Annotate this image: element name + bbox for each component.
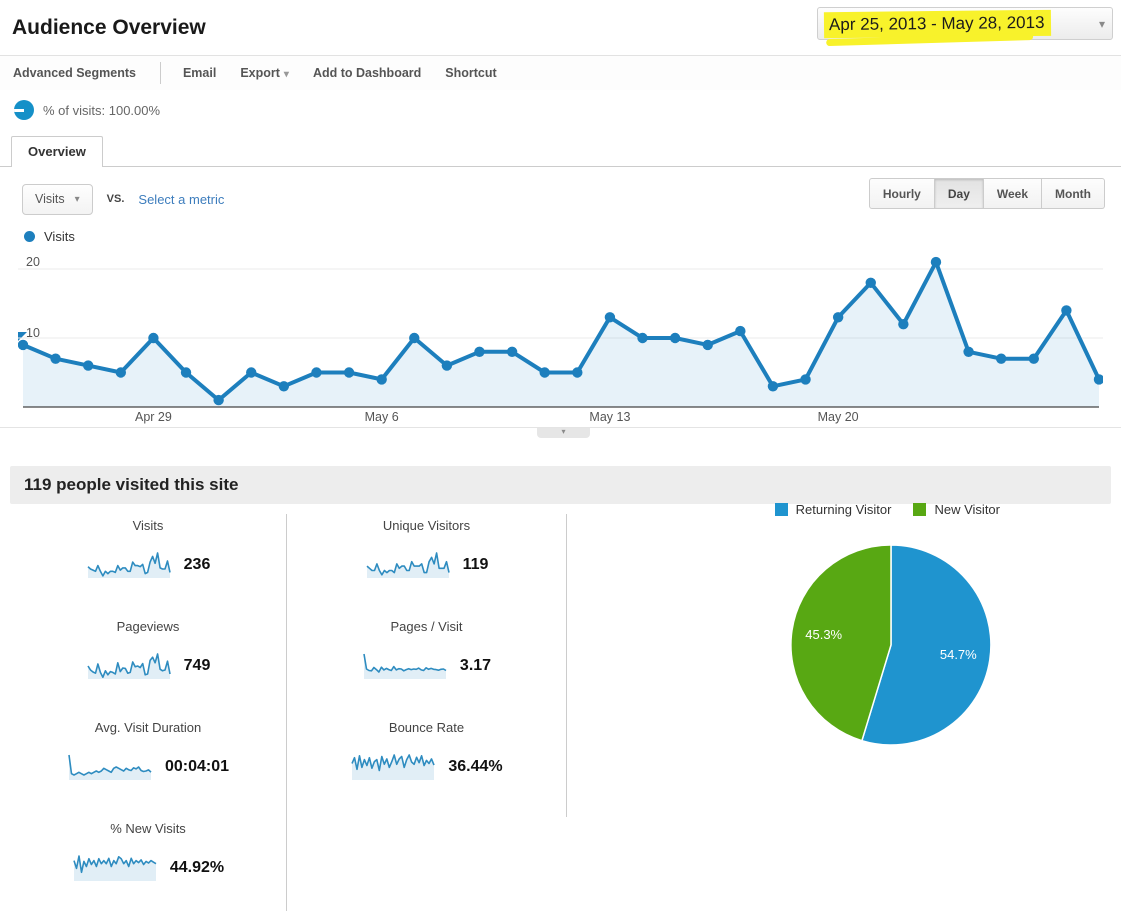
visits-line-chart[interactable]: 20 10 Apr 29 May 6 May 13 May 20 <box>0 249 1121 427</box>
segment-pie-icon <box>14 100 34 120</box>
chart-controls: Visits ▾ VS. Select a metric Hourly Day We… <box>0 167 1121 219</box>
metric-sparkline <box>68 754 152 780</box>
chevron-down-icon: ▾ <box>74 193 80 205</box>
metric-empty-cell <box>287 817 567 911</box>
x-axis-tick: May 6 <box>364 410 399 424</box>
metric-sparkline <box>87 552 171 578</box>
shortcut-button[interactable]: Shortcut <box>445 66 497 80</box>
pie-legend-returning-visitor: Returning Visitor <box>774 502 892 517</box>
granularity-week-button[interactable]: Week <box>983 178 1043 209</box>
metric-pages-visit: Pages / Visit 3.17 <box>287 615 567 716</box>
svg-text:45.3%: 45.3% <box>805 627 842 642</box>
metric-label: Visits <box>132 518 164 533</box>
page-title: Audience Overview <box>12 16 206 39</box>
metric-sparkline <box>86 653 171 679</box>
add-to-dashboard-button[interactable]: Add to Dashboard <box>312 66 422 80</box>
metric-sparkline <box>351 754 436 780</box>
legend-swatch-icon <box>774 503 788 516</box>
metric-unique-visitors: Unique Visitors 119 <box>287 514 567 615</box>
chart-footer: ▾ <box>0 427 1121 451</box>
x-axis-tick: May 20 <box>817 410 859 424</box>
metrics-grid: Visits 236 Unique Visitors 119 Pageviews 749 P… <box>10 514 567 911</box>
metric-label: Pages / Visit <box>390 619 463 634</box>
metric-visits: Visits 236 <box>10 514 287 615</box>
metric-label: Pageviews <box>116 619 180 634</box>
date-range-text: Apr 25, 2013 - May 28, 2013 <box>823 9 1052 38</box>
metric-avg-visit-duration: Avg. Visit Duration 00:04:01 <box>10 716 287 817</box>
segment-row: % of visits: 100.00% <box>0 90 1121 130</box>
email-button[interactable]: Email <box>182 66 217 80</box>
metric-label: Avg. Visit Duration <box>94 720 202 735</box>
granularity-hourly-button[interactable]: Hourly <box>868 178 935 209</box>
page-header: Audience Overview Apr 25, 2013 - May 28,… <box>0 0 1121 56</box>
toolbar-divider <box>159 62 161 84</box>
metric-value: 3.17 <box>459 656 492 674</box>
metric-dropdown[interactable]: Visits ▾ <box>22 183 93 215</box>
legend-label: Returning Visitor <box>795 502 892 517</box>
metric-value: 00:04:01 <box>164 757 230 775</box>
advanced-segments-button[interactable]: Advanced Segments <box>13 66 136 80</box>
y-axis-tick-10: 10 <box>26 326 40 340</box>
granularity-day-button[interactable]: Day <box>934 178 984 209</box>
pie-legend: Returning Visitor New Visitor <box>567 502 1121 517</box>
chevron-down-icon: ▾ <box>283 69 289 80</box>
metric-sparkline <box>366 552 450 578</box>
x-axis-tick: May 13 <box>589 410 631 424</box>
granularity-toggle: Hourly Day Week Month <box>868 178 1105 209</box>
date-range-selector[interactable]: Apr 25, 2013 - May 28, 2013 ▾ <box>817 7 1113 40</box>
chart-legend: Visits <box>0 225 1121 247</box>
legend-swatch-icon <box>913 503 927 516</box>
metric-label: Unique Visitors <box>382 518 471 533</box>
metric-value: 44.92% <box>169 858 225 876</box>
summary-headline: 119 people visited this site <box>10 466 1111 504</box>
chevron-down-icon[interactable]: ▾ <box>1098 17 1105 31</box>
svg-text:54.7%: 54.7% <box>940 647 977 662</box>
x-axis-tick: Apr 29 <box>135 410 172 424</box>
metric-dropdown-value: Visits <box>35 192 65 206</box>
metric-new-visits: % New Visits 44.92% <box>10 817 287 911</box>
chart-collapse-handle[interactable]: ▾ <box>537 428 590 438</box>
tab-overview[interactable]: Overview <box>11 136 103 167</box>
metric-value: 36.44% <box>448 757 503 775</box>
line-chart-svg <box>18 256 1103 408</box>
metric-value: 236 <box>183 555 211 573</box>
metric-label: Bounce Rate <box>388 720 465 735</box>
metric-bounce-rate: Bounce Rate 36.44% <box>287 716 567 817</box>
vs-label: VS. <box>106 193 125 205</box>
granularity-month-button[interactable]: Month <box>1042 178 1105 209</box>
legend-label: New Visitor <box>934 502 1000 517</box>
visitor-type-panel: Returning Visitor New Visitor 54.7% 45.3% <box>567 502 1121 911</box>
overview-content: Visits 236 Unique Visitors 119 Pageviews 749 P… <box>0 502 1121 911</box>
visitor-type-pie-chart[interactable]: 54.7% 45.3% <box>786 540 996 750</box>
export-button[interactable]: Export ▾ <box>240 66 289 80</box>
select-a-metric-link[interactable]: Select a metric <box>138 191 225 207</box>
visits-legend-label: Visits <box>44 228 75 244</box>
metric-label: % New Visits <box>110 821 186 836</box>
metric-sparkline <box>73 855 157 881</box>
metric-pageviews: Pageviews 749 <box>10 615 287 716</box>
metric-value: 119 <box>462 555 489 573</box>
axis-marker-icon <box>18 332 27 341</box>
tab-bar: Overview <box>0 130 1121 167</box>
toolbar: Advanced Segments Email Export ▾ Add to D… <box>0 56 1121 90</box>
metric-value: 749 <box>183 656 211 674</box>
visits-legend-dot-icon <box>24 230 35 242</box>
y-axis-tick-20: 20 <box>26 255 40 269</box>
percent-of-visits-label: % of visits: 100.00% <box>43 102 161 118</box>
pie-legend-new-visitor: New Visitor <box>913 502 1000 517</box>
metric-sparkline <box>363 653 447 679</box>
